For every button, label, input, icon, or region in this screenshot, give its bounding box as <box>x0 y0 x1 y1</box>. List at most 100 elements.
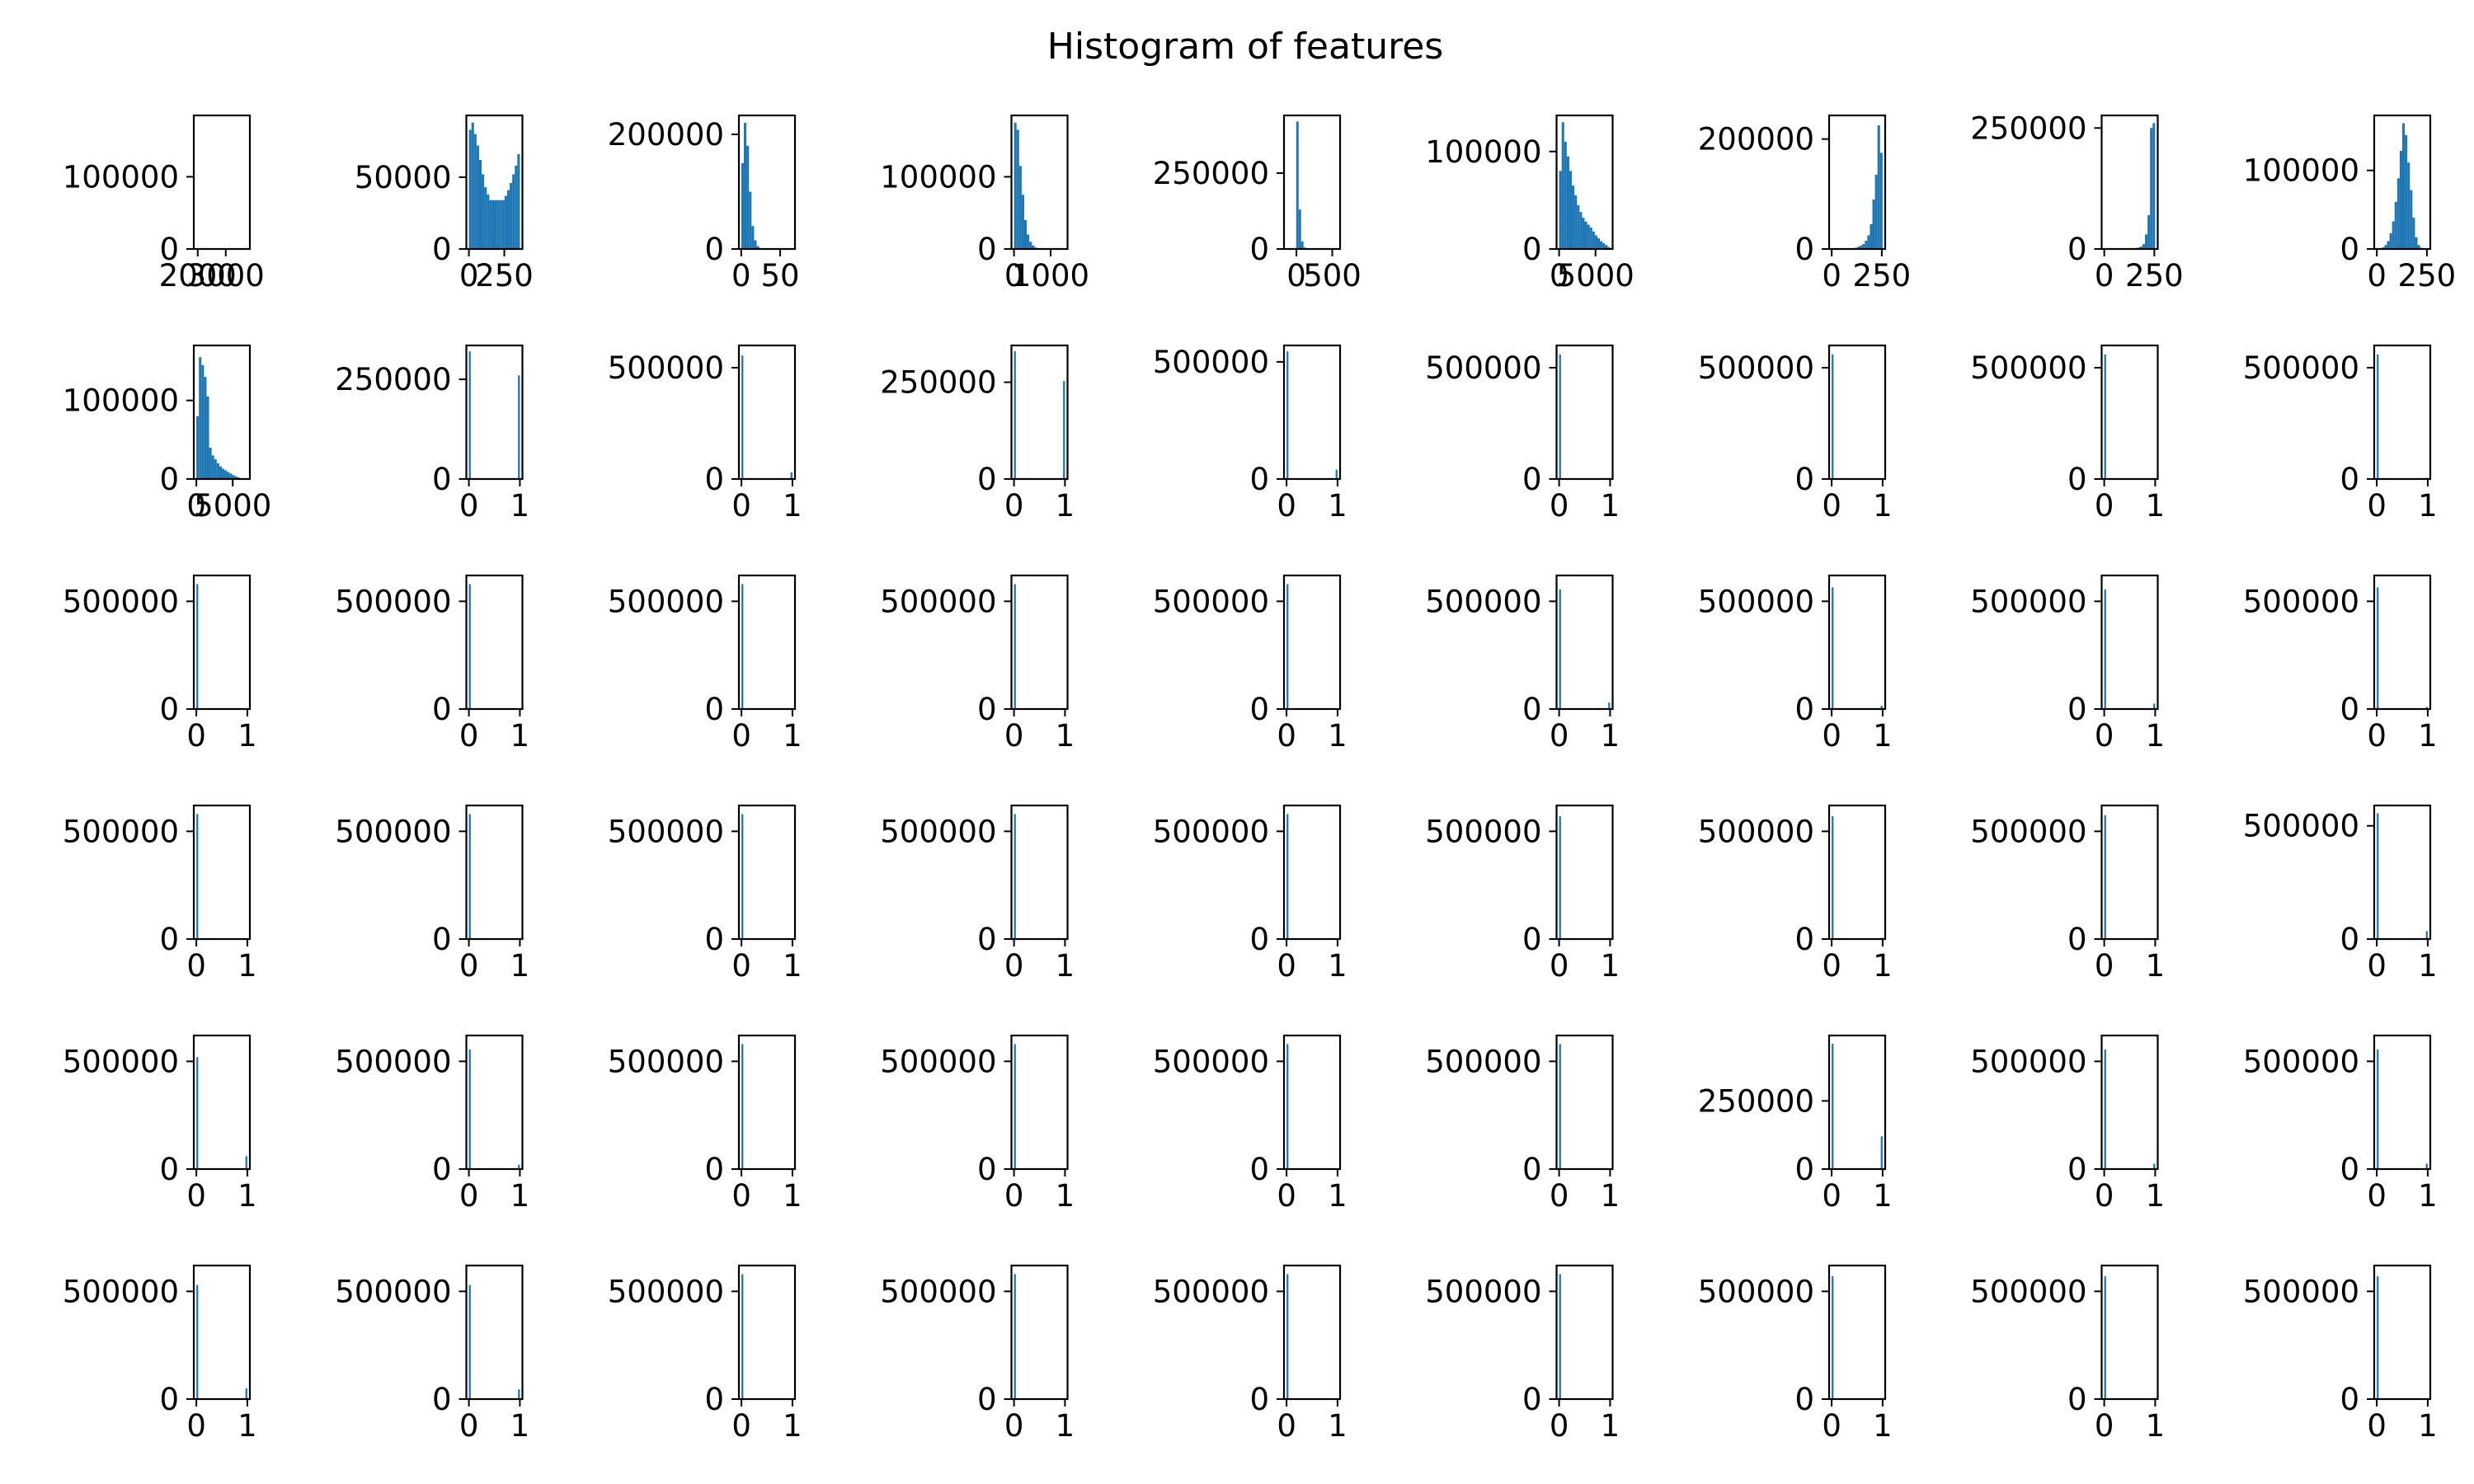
panel-43-xtick-label-1: 1 <box>2146 1178 2166 1214</box>
panel-46-ytick-label-1: 500000 <box>335 1274 451 1309</box>
panel-8-ytick-label-0: 0 <box>2340 232 2359 267</box>
panel-50-axes-frame <box>1555 1264 1614 1401</box>
panel-31-bar-0 <box>1286 814 1289 939</box>
panel-18-ytick-label-1: 500000 <box>63 584 179 619</box>
panel-31-xtick-label-1: 1 <box>1328 948 1348 984</box>
panel-6-bar-12 <box>1862 244 1865 249</box>
panel-2-histogram: 0 50 0 200000 <box>608 114 800 294</box>
panel-26-axes-frame <box>2373 574 2432 711</box>
panel-43-bar-0 <box>2104 1049 2106 1169</box>
panel-46-bar-1 <box>518 1389 520 1399</box>
panel-39-xtick-label-0: 0 <box>1004 1178 1024 1214</box>
panel-6-ytick-label-0: 0 <box>1794 232 1814 267</box>
panel-15-axes-frame <box>1827 344 1887 481</box>
panel-38-xtick-label-0: 0 <box>731 1178 751 1214</box>
panel-1-xtick-label-1: 250 <box>475 258 534 294</box>
panel-22-xtick-label-1: 1 <box>1328 718 1348 754</box>
panel-23-ytick-label-1: 500000 <box>1425 584 1541 619</box>
panel-36-ytick-label-1: 500000 <box>63 1044 179 1079</box>
panel-6-bar-15 <box>1870 224 1873 249</box>
panel-41-ytick-label-0: 0 <box>1522 1152 1542 1187</box>
panel-15-ytick-label-0: 0 <box>1794 462 1814 497</box>
panel-47-ytick-label-0: 0 <box>704 1382 724 1417</box>
panel-9-xtick-label-1: 5000 <box>194 488 271 524</box>
panel-34-xtick-label-0: 0 <box>2095 948 2114 984</box>
panel-5-bar-17 <box>1602 242 1606 249</box>
panel-9-xtick-label-0: 0 <box>186 488 206 524</box>
panel-44-xtick-label-1: 1 <box>2418 1178 2438 1214</box>
panel-6-ytick-label-1: 200000 <box>1698 122 1814 157</box>
panel-19-axes-frame <box>465 574 524 711</box>
panel-48-ytick-label-1: 500000 <box>880 1274 996 1309</box>
panel-37-ytick-label-1: 500000 <box>335 1044 451 1079</box>
panel-7-bar-17 <box>2147 214 2151 249</box>
panel-6-bar-11 <box>1860 246 1863 249</box>
panel-6-bar-13 <box>1865 241 1868 249</box>
panel-50-xtick-label-0: 0 <box>1550 1408 1569 1444</box>
panel-5-bar-2 <box>1564 141 1567 249</box>
panel-51-ytick-label-1: 500000 <box>1698 1274 1814 1309</box>
panel-15-xtick-label-0: 0 <box>1822 488 1841 524</box>
panel-7-xtick-label-1: 250 <box>2125 258 2184 294</box>
panel-47-ytick-label-1: 500000 <box>608 1274 724 1309</box>
panel-10-xtick-label-0: 0 <box>459 488 479 524</box>
panel-35-bar-0 <box>2377 813 2379 939</box>
panel-46-xtick-label-1: 1 <box>510 1408 530 1444</box>
panel-21-bar-0 <box>1014 584 1016 709</box>
panel-8-bar-4 <box>2387 241 2390 249</box>
panel-8-bar-8 <box>2396 178 2400 249</box>
panel-2-bar-4 <box>751 226 755 249</box>
panel-9-bar-11 <box>224 470 228 479</box>
panel-2-bar-6 <box>756 246 760 249</box>
panel-19-ytick-label-1: 500000 <box>335 584 451 619</box>
panel-49-xtick-label-0: 0 <box>1277 1408 1296 1444</box>
panel-39-bar-0 <box>1014 1044 1016 1169</box>
panel-5-bar-8 <box>1579 212 1583 249</box>
panel-7-histogram: 0 250 0 250000 <box>1970 110 2183 294</box>
panel-50-ytick-label-0: 0 <box>1522 1382 1542 1417</box>
panel-1-bar-8 <box>489 200 492 249</box>
panel-1-bar-18 <box>515 165 518 249</box>
panel-26-xtick-label-1: 1 <box>2418 718 2438 754</box>
panel-17-xtick-label-1: 1 <box>2418 488 2438 524</box>
panel-4-bar-6 <box>1298 209 1301 249</box>
panel-1-bar-0 <box>468 129 472 249</box>
panel-1-ytick-label-1: 50000 <box>355 160 452 195</box>
panel-9-bar-3 <box>204 377 207 479</box>
panel-53-bar-0 <box>2377 1276 2379 1399</box>
panel-25-xtick-label-1: 1 <box>2146 718 2166 754</box>
panel-21-xtick-label-0: 0 <box>1004 718 1024 754</box>
panel-3-bar-5 <box>1027 234 1030 249</box>
panel-43-ytick-label-0: 0 <box>2067 1152 2087 1187</box>
panel-36-bar-1 <box>245 1156 247 1169</box>
panel-17-xtick-label-0: 0 <box>2367 488 2387 524</box>
panel-1-xtick-label-0: 0 <box>459 258 479 294</box>
panel-46-bar-0 <box>468 1284 471 1399</box>
panel-2-ytick-label-0: 0 <box>704 232 724 267</box>
panel-42-bar-0 <box>1832 1043 1834 1169</box>
panel-34-bar-0 <box>2104 815 2106 939</box>
panel-42-xtick-label-1: 1 <box>1873 1178 1893 1214</box>
panel-20-xtick-label-0: 0 <box>731 718 751 754</box>
panel-49-axes-frame <box>1282 1264 1342 1401</box>
panel-8-bar-5 <box>2389 232 2392 249</box>
panel-6-bar-14 <box>1867 235 1870 249</box>
panel-49-bar-0 <box>1286 1274 1289 1399</box>
panel-24-ytick-label-0: 0 <box>1794 692 1814 727</box>
panel-2-bar-5 <box>754 240 757 249</box>
panel-9-ytick-label-1: 100000 <box>63 383 179 419</box>
panel-1-ytick-label-0: 0 <box>432 232 452 267</box>
